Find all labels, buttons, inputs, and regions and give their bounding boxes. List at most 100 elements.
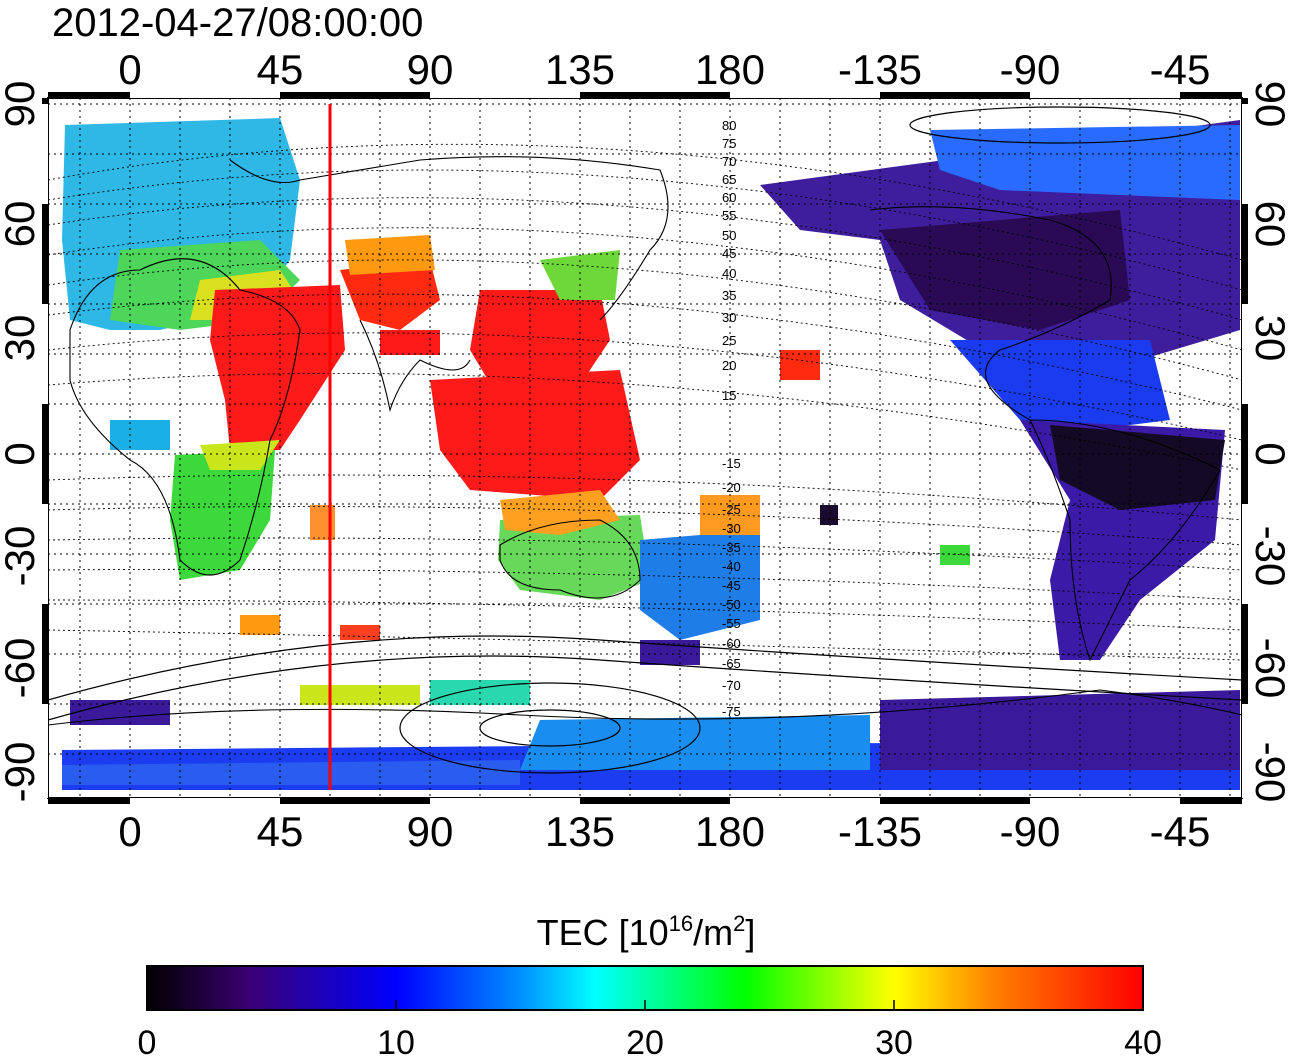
magnetic-contours <box>48 143 1242 661</box>
colorbar-tick-label: 30 <box>875 1024 913 1057</box>
contour-label: -60 <box>722 636 741 651</box>
contour-label: -70 <box>722 678 741 693</box>
tec-region-antarctica-east <box>880 690 1240 770</box>
contour-label: -35 <box>722 540 741 555</box>
colorbar-tick-label: 10 <box>377 1024 415 1057</box>
lat-tick-label: -30 <box>0 526 43 587</box>
contour-label: 55 <box>722 208 736 223</box>
lat-tick-label: 60 <box>0 201 43 248</box>
contour-label: 65 <box>722 172 736 187</box>
tec-point <box>640 640 700 665</box>
tec-point <box>240 615 280 635</box>
contour-label: 40 <box>722 266 736 281</box>
lat-tick-label: 90 <box>0 81 43 128</box>
lon-tick-label: 90 <box>407 46 454 93</box>
lon-tick-label: 180 <box>695 808 765 855</box>
colorbar-tick-label: 20 <box>626 1024 664 1057</box>
tec-region-central-america <box>950 340 1170 430</box>
contour-label: 25 <box>722 333 736 348</box>
coastlines <box>48 156 1242 726</box>
lat-tick-label: 30 <box>0 315 43 362</box>
lon-tick-label: 180 <box>695 46 765 93</box>
tec-point <box>110 420 170 450</box>
lon-tick-label: 135 <box>545 808 615 855</box>
lat-tick-label: 30 <box>1247 315 1292 362</box>
tec-point <box>380 330 440 355</box>
contour-label: 15 <box>722 388 736 403</box>
contour-label: 75 <box>722 136 736 151</box>
contour-label: -45 <box>722 578 741 593</box>
tec-point <box>340 625 380 640</box>
map-panel: 80 75 70 65 60 55 50 45 40 35 30 25 20 1… <box>42 92 1248 804</box>
contour-label: 35 <box>722 288 736 303</box>
tec-region-asia <box>340 260 440 330</box>
tec-point <box>940 545 970 565</box>
tec-point <box>300 685 420 705</box>
colorbar-tick-labels: 0 10 20 30 40 <box>138 1024 1162 1057</box>
contour-label: -40 <box>722 559 741 574</box>
contour-label: 70 <box>722 154 736 169</box>
right-latitude-labels: 90 60 30 0 -30 -60 -90 <box>1247 81 1292 803</box>
tec-region-amazon <box>1050 425 1225 510</box>
lat-tick-label: 0 <box>0 442 43 465</box>
lat-tick-label: 90 <box>1247 81 1292 128</box>
contour-label: -30 <box>722 521 741 536</box>
lon-tick-label: -45 <box>1150 808 1211 855</box>
contour-label: 60 <box>722 190 736 205</box>
tec-region-africa-mid <box>200 440 280 470</box>
tec-point <box>780 350 820 380</box>
tec-region-africa-north <box>210 285 345 450</box>
tec-region-antarctica-pacific <box>520 715 870 770</box>
graticule <box>48 98 1242 798</box>
lon-tick-label: -90 <box>1000 46 1061 93</box>
contour-label: 45 <box>722 246 736 261</box>
lat-tick-label: -90 <box>0 742 43 803</box>
axis-bars <box>42 92 1248 804</box>
lon-tick-label: -135 <box>838 46 922 93</box>
tec-region-new-zealand <box>640 530 760 640</box>
contour-label: 20 <box>722 358 736 373</box>
contour-label: -65 <box>722 656 741 671</box>
lon-tick-label: -135 <box>838 808 922 855</box>
tec-region-antarctica-south <box>62 760 520 785</box>
lon-tick-label: 0 <box>118 808 141 855</box>
contour-label: -25 <box>722 502 741 517</box>
lat-tick-label: -90 <box>1247 742 1292 803</box>
tec-region-africa-south <box>170 450 275 580</box>
tec-region-maritime <box>430 370 640 500</box>
contour-label: -20 <box>722 480 741 495</box>
tec-region-north-america-dark <box>880 210 1130 330</box>
lon-tick-label: 0 <box>118 46 141 93</box>
tec-region-australia <box>498 515 650 600</box>
lat-tick-label: -60 <box>1247 638 1292 699</box>
contour-label: 50 <box>722 228 736 243</box>
lat-tick-label: -60 <box>0 638 43 699</box>
contour-label: -15 <box>722 456 741 471</box>
contour-label: 80 <box>722 118 736 133</box>
magnetic-pole-contours <box>48 106 1242 774</box>
bottom-longitude-labels: 0 45 90 135 180 -135 -90 -45 <box>118 808 1210 855</box>
colorbar-ticks <box>395 1000 895 1010</box>
top-longitude-labels: 0 45 90 135 180 -135 -90 -45 <box>118 46 1210 93</box>
tec-point <box>820 505 838 525</box>
tec-region-east-asia-top <box>540 250 620 300</box>
lon-tick-label: 135 <box>545 46 615 93</box>
lat-tick-label: 60 <box>1247 201 1292 248</box>
contour-label: -75 <box>722 704 741 719</box>
lon-tick-label: 45 <box>257 808 304 855</box>
contour-label: -50 <box>722 597 741 612</box>
colorbar-title: TEC [1016/m2] <box>537 911 756 953</box>
left-latitude-labels: 90 60 30 0 -30 -60 -90 <box>0 81 43 803</box>
lon-tick-label: 90 <box>407 808 454 855</box>
lat-tick-label: 0 <box>1247 442 1292 465</box>
colorbar-tick-label: 40 <box>1124 1024 1162 1057</box>
tec-region-asia-orange <box>345 235 435 275</box>
contour-label: 30 <box>722 310 736 325</box>
lon-tick-label: -45 <box>1150 46 1211 93</box>
tec-region-arctic-blue <box>930 125 1240 200</box>
colorbar-tick-label: 0 <box>138 1024 157 1057</box>
lon-tick-label: -90 <box>1000 808 1061 855</box>
contour-label: -55 <box>722 616 741 631</box>
lon-tick-label: 45 <box>257 46 304 93</box>
